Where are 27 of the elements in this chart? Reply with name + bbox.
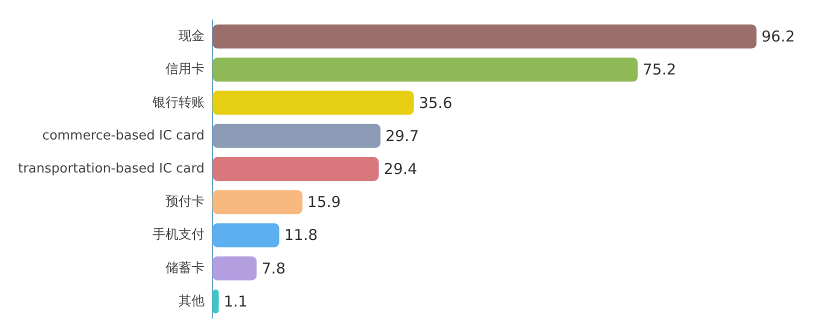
bar [212, 24, 757, 49]
y-tick-label: 其他 [178, 294, 205, 309]
y-tick-label: 预付卡 [166, 194, 205, 210]
y-tick-label: 银行转账 [152, 95, 205, 110]
bar [212, 58, 638, 82]
bar [212, 90, 414, 115]
data-label: 15.9 [307, 193, 341, 212]
y-tick-label: transportation-based IC card [18, 162, 205, 176]
data-label: 29.7 [385, 126, 419, 145]
data-label: 1.1 [224, 292, 248, 310]
bar [212, 124, 380, 148]
bar [212, 289, 219, 314]
data-label: 35.6 [418, 94, 452, 112]
data-label: 96.2 [762, 28, 795, 46]
bar [212, 223, 280, 248]
data-label: 11.8 [284, 226, 318, 244]
y-tick-label: 手机支付 [152, 228, 205, 243]
y-tick-label: 现金 [178, 29, 205, 44]
y-tick-label: 信用卡 [166, 62, 205, 78]
data-label: 75.2 [642, 60, 676, 79]
data-label: 29.4 [384, 160, 418, 178]
bar [212, 157, 379, 181]
data-label: 7.8 [262, 259, 286, 278]
bar [212, 190, 302, 214]
y-tick-label: 储蓄卡 [166, 260, 205, 276]
bar [212, 256, 257, 280]
y-tick-label: commerce-based IC card [42, 128, 205, 144]
